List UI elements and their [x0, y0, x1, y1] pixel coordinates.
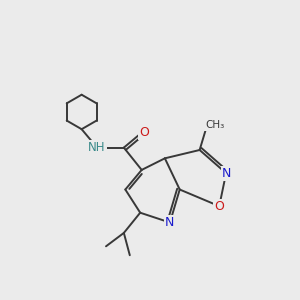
Text: O: O: [214, 200, 224, 213]
Text: N: N: [165, 216, 175, 229]
Text: O: O: [139, 126, 149, 139]
Text: NH: NH: [88, 141, 106, 154]
Text: CH₃: CH₃: [205, 120, 224, 130]
Text: N: N: [221, 167, 231, 180]
